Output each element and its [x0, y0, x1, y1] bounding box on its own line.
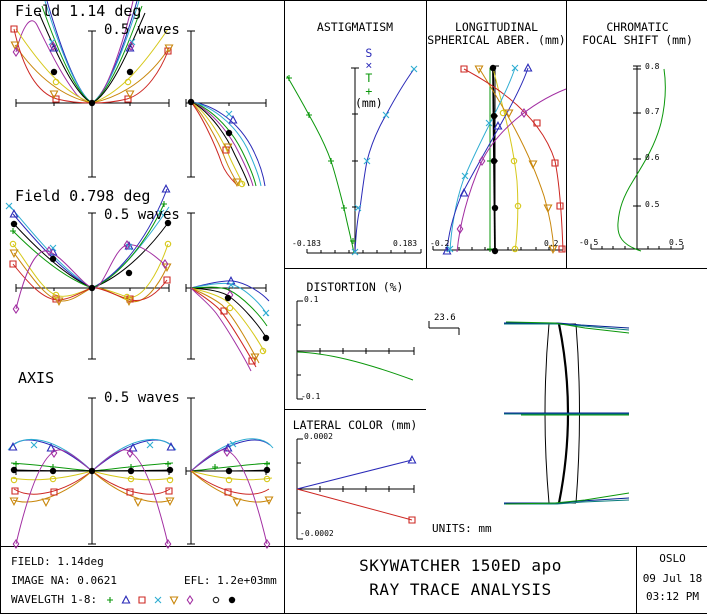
wavelength-8-filled-circle-icon — [228, 596, 236, 604]
time-stamp: 03:12 PM — [646, 590, 699, 603]
lsa-title-1: LONGITUDINAL — [454, 20, 539, 34]
footer-efl: EFL: 1.2e+03mm — [184, 574, 277, 587]
chromatic-xmin: -0.5 — [579, 238, 599, 247]
lsa-xmax: 0.2 — [544, 239, 559, 248]
astigmatism-t-symbol: + — [365, 83, 373, 98]
wavelength-legend — [105, 595, 237, 605]
distortion-title: DISTORTION (%) — [306, 280, 404, 294]
drawing-title-line2: RAY TRACE ANALYSIS — [369, 580, 552, 599]
divider-ast-lsa — [426, 1, 427, 268]
distortion-ymax: 0.1 — [304, 295, 319, 304]
wavelength-1-plus-icon — [106, 596, 114, 604]
rayfan-title-field2: Field 0.798 deg — [15, 187, 151, 205]
lens-units-label: UNITS: mm — [432, 522, 492, 535]
distortion-ymin: -0.1 — [301, 392, 321, 401]
wavelength-5-triangle-down-icon — [169, 596, 179, 605]
chromatic-title-1: CHROMATIC — [606, 20, 669, 34]
footer-field: FIELD: 1.14deg — [11, 555, 104, 568]
chromatic-ytick-06: 0.6 — [645, 153, 660, 162]
divider-left-panel — [284, 1, 285, 613]
wavelength-3-square-icon — [138, 596, 146, 604]
rayfan-scale-field2: 0.5 waves — [104, 207, 180, 223]
app-name: OSLO — [659, 552, 686, 565]
astigmatism-s-label: S — [365, 45, 373, 60]
lsa-xmin: -0.2 — [430, 239, 450, 248]
divider-lsa-chr — [566, 1, 567, 268]
divider-title-stamp — [636, 546, 637, 613]
wavelength-6-diamond-icon — [186, 595, 194, 605]
lateral-color-title: LATERAL COLOR (mm) — [292, 418, 418, 432]
divider-footer — [1, 546, 707, 547]
lens-scale-label: 23.6 — [434, 313, 456, 323]
lateral-ymax: 0.0002 — [304, 432, 333, 441]
divider-dist-lat — [284, 409, 426, 410]
astigmatism-legend: S × T + (mm) — [285, 34, 425, 122]
chromatic-xmax: 0.5 — [669, 238, 684, 247]
astigmatism-xmin: -0.183 — [292, 239, 321, 248]
chromatic-ytick-07: 0.7 — [645, 107, 660, 116]
wavelength-2-triangle-up-icon — [121, 595, 131, 604]
lateral-ymin: -0.0002 — [300, 529, 334, 538]
date-stamp: 09 Jul 18 — [642, 572, 703, 585]
footer-wavelength-label: WAVELGTH 1-8: — [11, 593, 98, 606]
chromatic-ytick-08: 0.8 — [645, 62, 660, 71]
rayfan-scale-field1: 0.5 waves — [104, 22, 180, 38]
astigmatism-xmax: 0.183 — [393, 239, 418, 248]
chromatic-ytick-05: 0.5 — [645, 200, 660, 209]
astigmatism-title: ASTIGMATISM — [316, 20, 394, 34]
wavelength-4-x-icon — [154, 596, 162, 604]
astigmatism-units: (mm) — [355, 96, 383, 111]
lsa-title-2: SPHERICAL ABER. (mm) — [427, 33, 566, 47]
rayfan-title-axis: AXIS — [18, 369, 55, 387]
footer-image-na: IMAGE NA: 0.0621 — [11, 574, 117, 587]
rayfan-title-field1: Field 1.14 deg — [15, 2, 142, 20]
drawing-title-line1: SKYWATCHER 150ED apo — [359, 556, 562, 575]
chromatic-title-2: FOCAL SHIFT (mm) — [582, 33, 693, 47]
astigmatism-s-symbol: × — [365, 58, 373, 73]
wavelength-7-circle-icon — [212, 596, 220, 604]
rayfan-scale-axis: 0.5 waves — [104, 390, 180, 406]
astigmatism-t-label: T — [365, 70, 373, 85]
divider-top-mid — [284, 268, 707, 269]
